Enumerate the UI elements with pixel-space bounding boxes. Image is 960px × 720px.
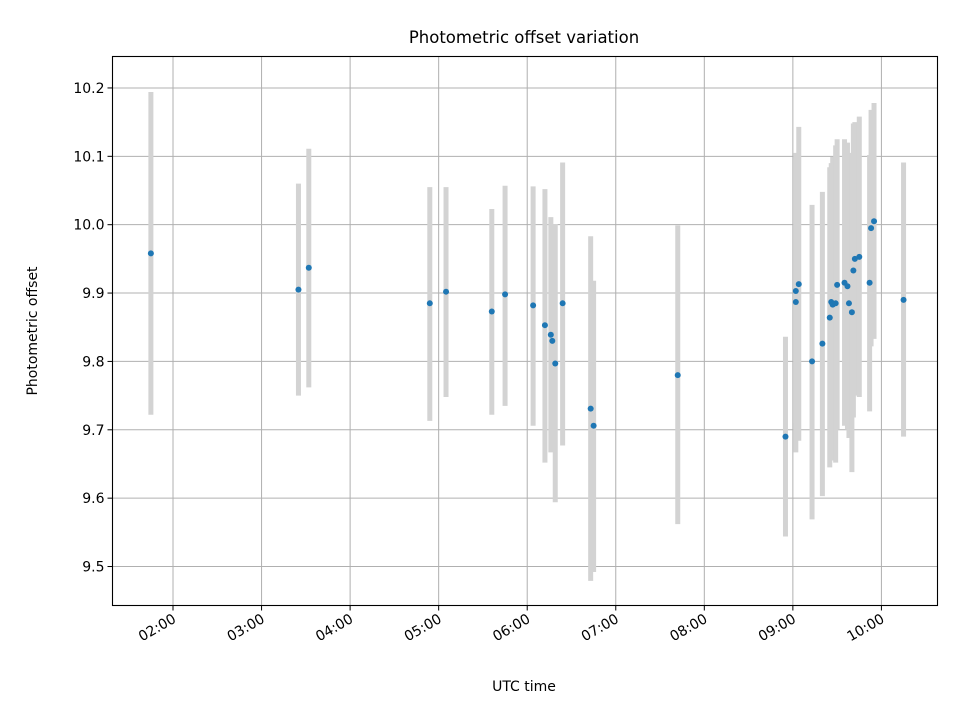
data-point bbox=[844, 283, 851, 290]
y-tick-label: 10.1 bbox=[73, 149, 104, 165]
y-tick-label: 9.9 bbox=[82, 286, 104, 302]
data-point bbox=[795, 281, 802, 288]
data-point bbox=[295, 286, 302, 293]
data-point bbox=[856, 253, 863, 260]
data-point bbox=[832, 300, 839, 307]
x-axis-label: UTC time bbox=[492, 679, 556, 695]
data-point bbox=[530, 302, 537, 309]
data-point bbox=[147, 250, 154, 257]
y-tick-label: 9.5 bbox=[82, 560, 104, 576]
data-point bbox=[871, 218, 878, 225]
data-point bbox=[792, 288, 799, 295]
data-point bbox=[587, 405, 594, 412]
data-point bbox=[850, 267, 857, 274]
data-point bbox=[547, 331, 554, 338]
data-point bbox=[900, 296, 907, 303]
data-point bbox=[541, 322, 548, 329]
data-point bbox=[488, 308, 495, 315]
data-point bbox=[305, 264, 312, 271]
data-point bbox=[866, 279, 873, 286]
data-point bbox=[819, 340, 826, 347]
data-point bbox=[552, 360, 559, 367]
y-tick-label: 9.7 bbox=[82, 423, 104, 439]
y-tick-label: 9.6 bbox=[82, 491, 104, 507]
y-tick-label: 10.0 bbox=[73, 218, 104, 234]
data-point bbox=[549, 337, 556, 344]
data-point bbox=[792, 298, 799, 305]
data-point bbox=[443, 288, 450, 295]
y-axis-label: Photometric offset bbox=[25, 266, 41, 396]
data-point bbox=[426, 300, 433, 307]
data-point bbox=[502, 291, 509, 298]
y-tick-label: 9.8 bbox=[82, 354, 104, 370]
data-point bbox=[559, 300, 566, 307]
data-point bbox=[809, 358, 816, 365]
data-point bbox=[845, 300, 852, 307]
data-point bbox=[868, 225, 875, 232]
data-point bbox=[674, 372, 681, 379]
data-point bbox=[848, 309, 855, 316]
y-tick-label: 10.2 bbox=[73, 81, 104, 97]
data-point bbox=[590, 422, 597, 429]
data-point bbox=[826, 314, 833, 321]
data-point bbox=[782, 433, 789, 440]
data-points bbox=[147, 218, 907, 440]
y-axis: 9.5 9.6 9.7 9.8 9.9 10.0 10.1 10.2 bbox=[73, 81, 113, 576]
chart-title: Photometric offset variation bbox=[409, 28, 639, 47]
data-point bbox=[834, 281, 841, 288]
plot-frame bbox=[111, 55, 939, 607]
